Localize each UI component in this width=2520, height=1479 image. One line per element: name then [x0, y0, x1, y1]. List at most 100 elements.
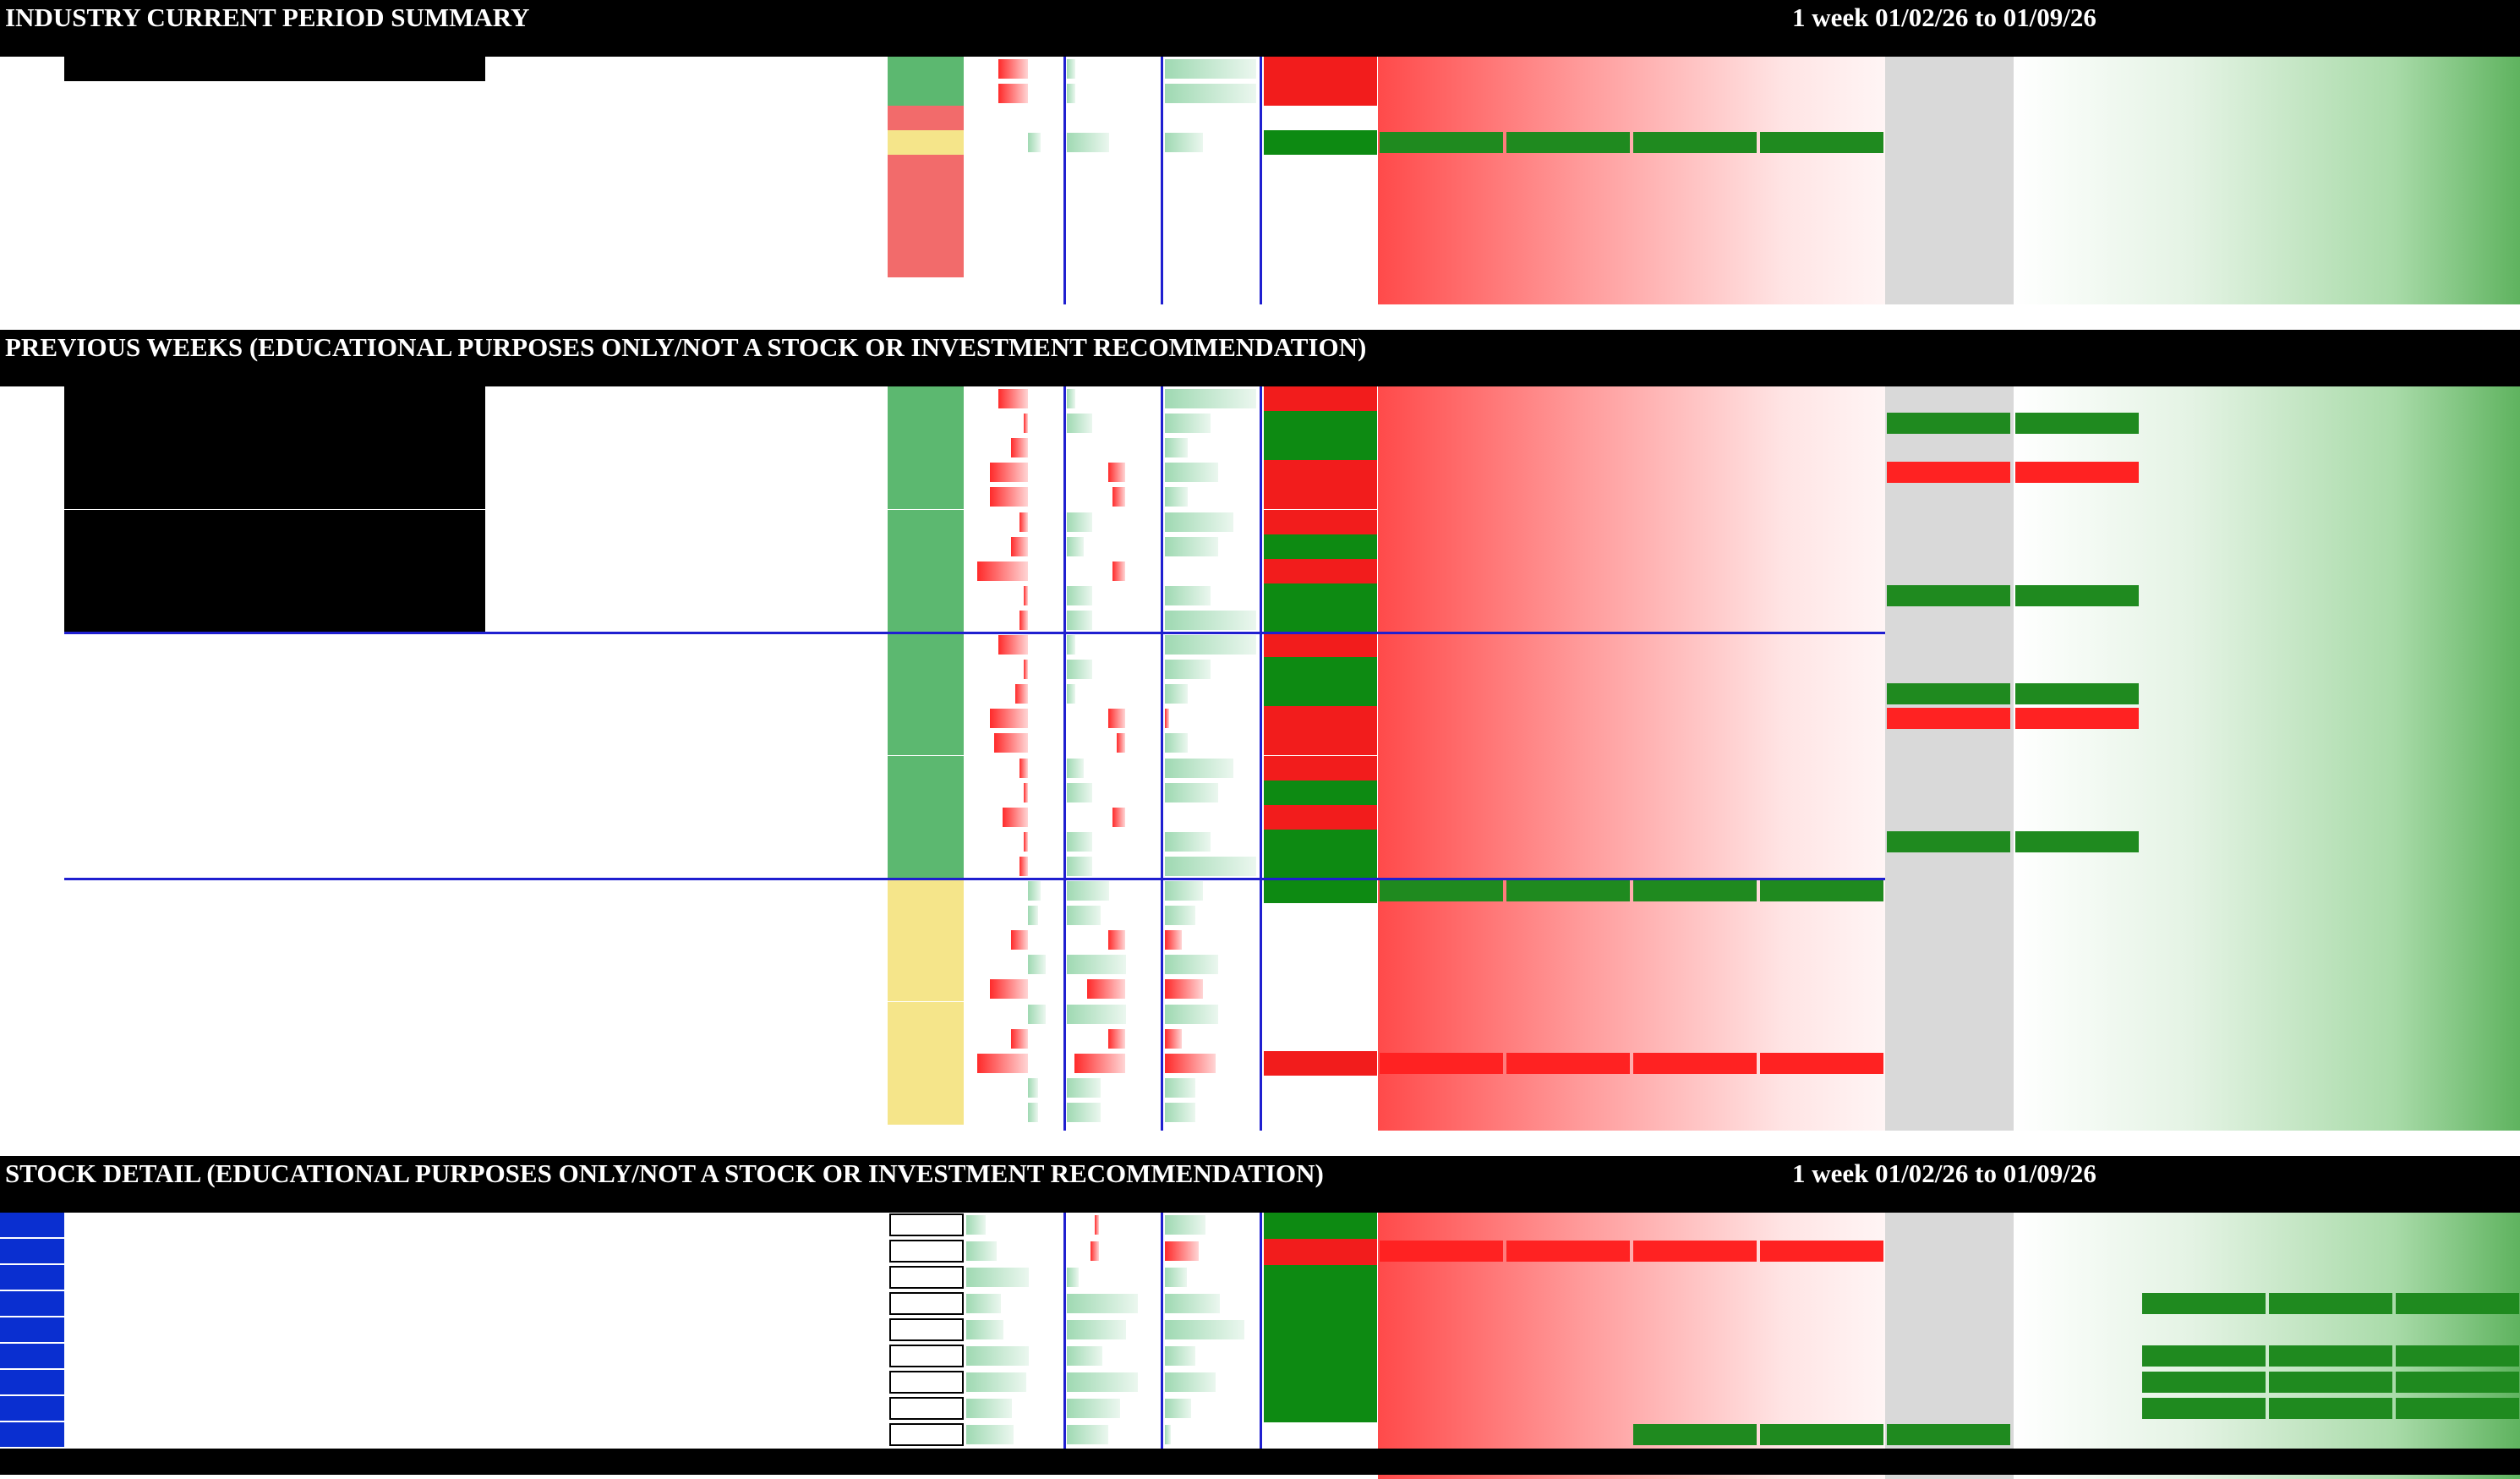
count-cell	[888, 510, 964, 534]
count-cell	[888, 879, 964, 903]
max-bar	[1165, 906, 1195, 925]
min-cell	[965, 682, 1063, 706]
count-cell	[888, 277, 964, 302]
max-cell	[1162, 460, 1261, 485]
status-cell	[1264, 485, 1377, 509]
max-cell	[1162, 952, 1261, 977]
level-cell	[1632, 781, 1758, 805]
avg-cell	[1063, 386, 1162, 411]
header-ref[interactable]	[0, 1188, 64, 1213]
count-cell	[888, 781, 964, 805]
level-cell	[2140, 952, 2267, 977]
header-id2	[965, 1188, 1063, 1213]
level-cell	[2140, 179, 2267, 204]
level-cell	[2140, 706, 2267, 731]
id2-cell	[965, 1291, 1063, 1316]
level-cell	[1758, 830, 1885, 854]
max-bar	[1165, 881, 1203, 901]
level-cell	[2015, 831, 2139, 852]
level-cell	[2396, 1345, 2519, 1367]
level-cell	[1885, 277, 2012, 302]
level-cell	[1505, 977, 1632, 1001]
level-cell	[1758, 903, 1885, 928]
id1-cell	[889, 1371, 964, 1394]
company-cell	[554, 1449, 883, 1473]
level-cell	[2014, 657, 2140, 682]
id3-bar	[1165, 1399, 1191, 1418]
level-cell	[1378, 1449, 1505, 1473]
avg-cell	[1063, 854, 1162, 879]
level-cell	[2267, 608, 2394, 633]
level-cell	[2140, 411, 2267, 435]
level-cell	[2267, 1002, 2394, 1027]
level-cell	[2014, 1265, 2140, 1290]
min-bar	[1019, 759, 1028, 778]
id2-bar	[966, 1294, 1001, 1313]
chg-bar	[1067, 1320, 1126, 1339]
ref-link[interactable]	[0, 1239, 64, 1263]
period-cell	[554, 682, 807, 706]
status-cell	[1264, 781, 1377, 805]
level-cell	[1758, 386, 1885, 411]
ref-link[interactable]	[0, 1317, 64, 1342]
ref-link[interactable]	[0, 1265, 64, 1290]
avg-cell	[1063, 559, 1162, 583]
chg-cell	[1063, 1370, 1162, 1394]
min-bar	[990, 463, 1028, 482]
industry-label	[64, 903, 419, 928]
level-cell	[1505, 559, 1632, 583]
level-cell	[1505, 1076, 1632, 1100]
count-cell	[888, 253, 964, 277]
level-cell	[1505, 1449, 1632, 1473]
avg-cell	[1063, 155, 1162, 179]
id2-bar	[966, 1346, 1029, 1366]
chg-cell	[1063, 1213, 1162, 1237]
min-bar	[990, 709, 1028, 728]
level-cell	[2267, 756, 2394, 781]
min-bar	[1028, 133, 1041, 152]
level-cell	[1505, 1396, 1632, 1421]
max-cell	[1162, 706, 1261, 731]
level-cell	[2394, 1449, 2520, 1473]
level-cell	[2267, 952, 2394, 977]
avg-cell	[1063, 1076, 1162, 1100]
header-min	[965, 362, 1063, 386]
count-cell	[888, 559, 964, 583]
level-cell	[1378, 952, 1505, 977]
avg-cell	[1063, 411, 1162, 435]
ref-link[interactable]	[0, 1422, 64, 1447]
level-cell	[1758, 657, 1885, 682]
level-cell	[2267, 1239, 2394, 1263]
id3-bar	[1165, 1372, 1216, 1392]
level-header	[1378, 1188, 1505, 1213]
level-cell	[1758, 805, 1885, 830]
previous-row	[0, 460, 2520, 485]
ref-link[interactable]	[0, 1370, 64, 1394]
status-cell	[1264, 1449, 1377, 1475]
status-cell	[1264, 559, 1377, 583]
sub-industry-cell	[64, 1265, 487, 1290]
industry-label	[64, 830, 419, 854]
level-cell	[2014, 1027, 2140, 1051]
id2-cell	[965, 1396, 1063, 1421]
status-cell	[1264, 1076, 1377, 1100]
industry-label	[64, 854, 419, 879]
min-cell	[965, 559, 1063, 583]
ref-link[interactable]	[0, 1291, 64, 1316]
industry-label	[64, 1002, 419, 1027]
ref-link[interactable]	[0, 1213, 64, 1237]
level-cell	[2267, 411, 2394, 435]
period-cell	[554, 879, 807, 903]
min-cell	[965, 706, 1063, 731]
detail-title-bar: STOCK DETAIL (EDUCATIONAL PURPOSES ONLY/…	[0, 1156, 2520, 1188]
period-cell	[554, 1027, 807, 1051]
level-cell	[2140, 534, 2267, 559]
level-cell	[2267, 485, 2394, 509]
level-cell	[1380, 880, 1503, 901]
ref-link[interactable]	[0, 1344, 64, 1368]
avg-cell	[1063, 633, 1162, 657]
id3-bar	[1165, 1425, 1171, 1444]
summary-header-row	[0, 32, 2520, 57]
ref-link[interactable]	[0, 1396, 64, 1421]
level-cell	[2267, 1027, 2394, 1051]
